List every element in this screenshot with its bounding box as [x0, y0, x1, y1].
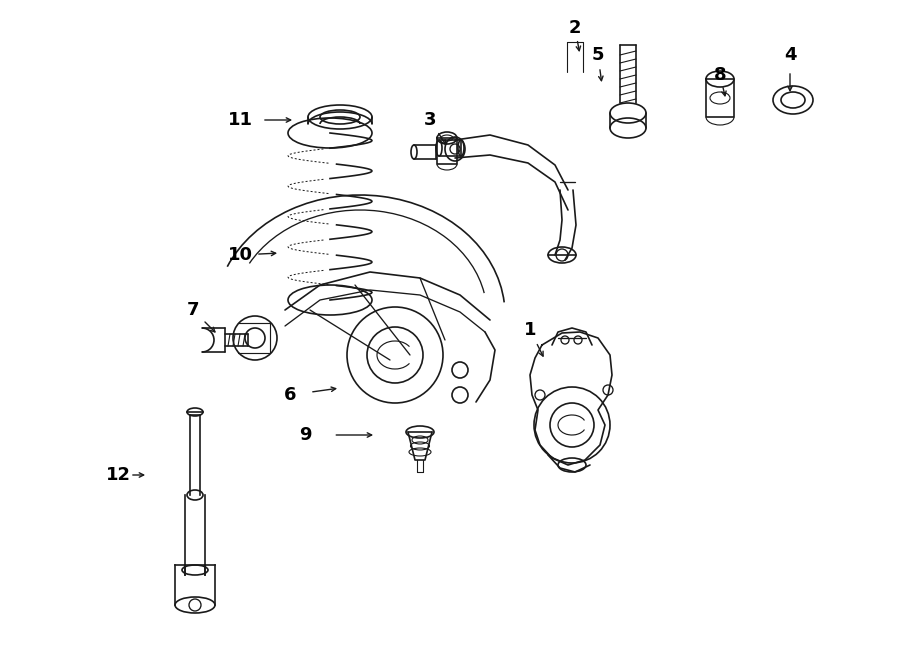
- Text: 10: 10: [228, 246, 253, 264]
- Text: 9: 9: [299, 426, 311, 444]
- Text: 3: 3: [424, 111, 436, 129]
- Text: 7: 7: [187, 301, 199, 319]
- Text: 6: 6: [284, 386, 296, 404]
- Text: 8: 8: [714, 66, 726, 84]
- Text: 4: 4: [784, 46, 796, 64]
- Text: 11: 11: [228, 111, 253, 129]
- Text: 12: 12: [105, 466, 130, 484]
- Text: 2: 2: [569, 19, 581, 37]
- Text: 1: 1: [524, 321, 536, 339]
- Text: 5: 5: [592, 46, 604, 64]
